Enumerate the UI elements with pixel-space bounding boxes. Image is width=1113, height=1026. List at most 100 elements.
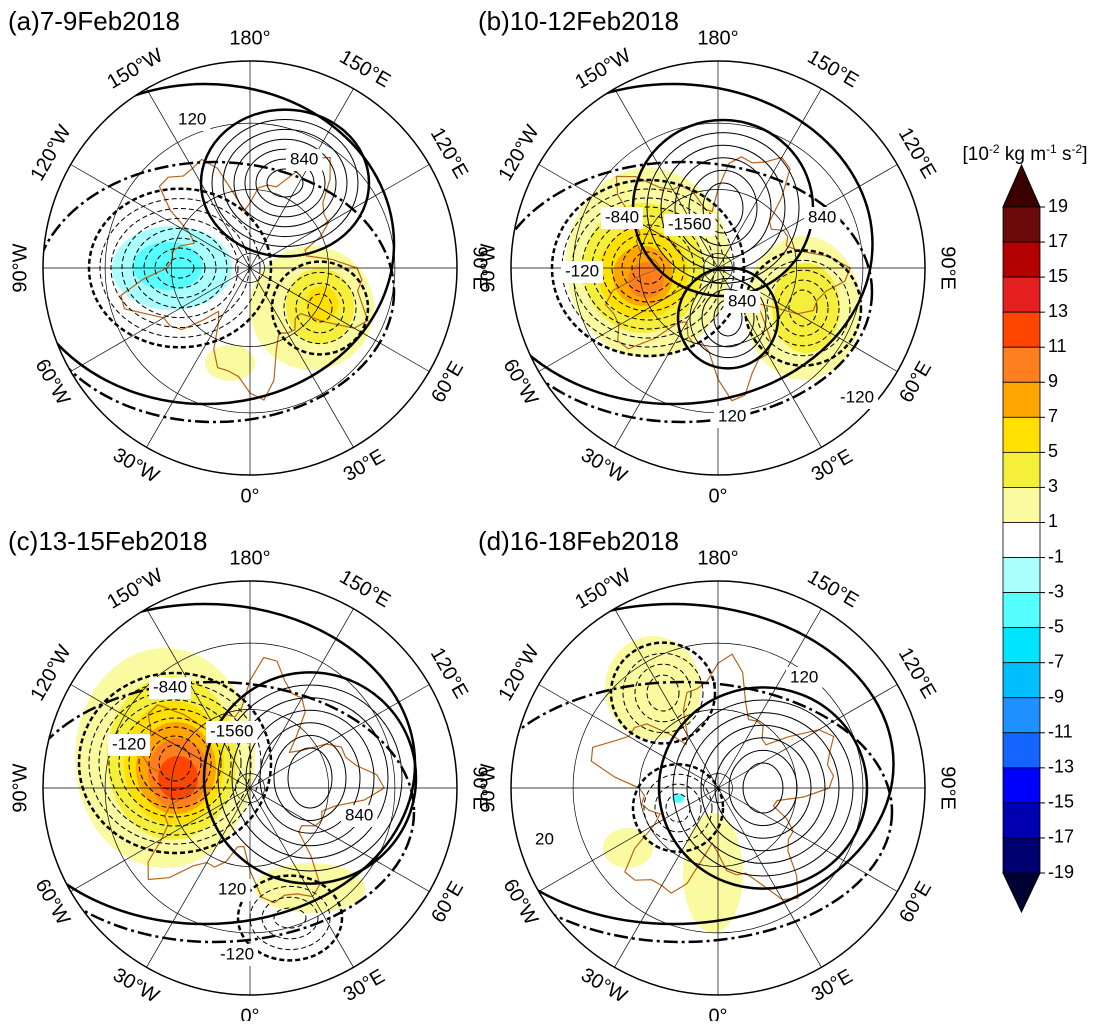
contour — [43, 160, 396, 424]
contour — [672, 699, 854, 877]
shading — [205, 345, 255, 381]
shading — [605, 636, 701, 740]
contour — [158, 744, 192, 782]
contour — [222, 128, 348, 238]
meridian — [614, 88, 719, 269]
colorbar-tick-label: -11 — [1048, 722, 1073, 742]
contour-label-bg — [149, 677, 192, 699]
longitude-label: 120°E — [426, 644, 472, 702]
meridian — [538, 787, 719, 892]
panel-title: (c)13-15Feb2018 — [8, 526, 207, 556]
longitude-label: 180° — [697, 27, 738, 49]
unit-part: kg m — [1000, 144, 1046, 165]
contour — [143, 237, 217, 299]
contour — [688, 169, 758, 247]
map-body — [43, 61, 457, 475]
contour — [634, 663, 692, 723]
colorbar-unit: [10-2 kg m-1 s-2] — [963, 142, 1088, 165]
longitude-label: 60°W — [30, 355, 74, 409]
map-panel: (b)10-12Feb2018180°150°E120°E90°E60°E30°… — [477, 6, 958, 507]
longitude-label: 120°E — [894, 644, 940, 702]
contour — [138, 726, 212, 800]
contour-label-bg — [108, 734, 151, 756]
contour-label: 120 — [790, 667, 818, 686]
colorbar-bin — [1002, 451, 1041, 488]
meridian — [249, 164, 430, 269]
shading — [683, 813, 743, 933]
contour — [581, 206, 715, 330]
longitude-label: 150°E — [804, 46, 862, 92]
shading — [158, 756, 198, 800]
contour — [511, 602, 895, 926]
contour — [511, 680, 894, 944]
contour — [233, 138, 337, 228]
colorbar-bin — [1002, 697, 1041, 734]
colorbar-bin — [1002, 837, 1041, 874]
unit-part: -2 — [1072, 142, 1083, 156]
longitude-label: 0° — [240, 485, 259, 507]
longitude-label: 60°W — [498, 355, 542, 409]
colorbar-tick-label: 15 — [1048, 266, 1068, 286]
meridian — [614, 787, 719, 968]
contour-label-bg — [286, 149, 323, 171]
longitude-label: 150°E — [336, 566, 394, 612]
contour — [654, 783, 702, 833]
colorbar-tick-label: -19 — [1048, 862, 1074, 882]
colorbar-tick-label: 11 — [1048, 336, 1067, 356]
meridian — [717, 608, 822, 789]
contour — [273, 734, 347, 822]
shading — [603, 828, 653, 868]
contour — [511, 82, 874, 406]
meridian — [717, 787, 898, 892]
longitude-label: 90°E — [469, 246, 491, 290]
colorbar-bin — [1002, 627, 1041, 664]
colorbar-tick-label: 13 — [1048, 301, 1068, 321]
contour — [77, 671, 273, 855]
contour-label: 840 — [728, 291, 756, 310]
contour — [660, 144, 786, 272]
longitude-label: 90°E — [469, 766, 491, 810]
contour-label-bg — [561, 261, 604, 283]
map-border — [42, 580, 458, 996]
unit-part: ] — [1082, 144, 1087, 165]
longitude-label: 0° — [708, 485, 727, 507]
contour-label: -1560 — [668, 214, 711, 233]
map-panel: (c)13-15Feb2018180°150°E120°E90°E60°E30°… — [8, 526, 491, 1026]
longitude-label: 120°E — [894, 124, 940, 182]
longitude-label: 30°W — [109, 964, 163, 1008]
contour-label-bg — [836, 387, 879, 409]
contour — [676, 266, 780, 370]
meridian — [614, 608, 719, 789]
colorbar-bin — [1002, 241, 1041, 278]
meridian — [146, 88, 251, 269]
colorbar-tick-label: -3 — [1048, 581, 1064, 601]
colorbar-tick-label: 17 — [1048, 231, 1068, 251]
map-body — [511, 581, 925, 995]
shading — [628, 262, 664, 298]
colorbar-tick-label: -1 — [1048, 546, 1064, 566]
contour — [646, 132, 800, 284]
colorbar-bin — [1002, 311, 1041, 348]
shading — [255, 863, 365, 913]
shading — [772, 263, 840, 353]
colorbar-tick-label: -5 — [1048, 616, 1064, 636]
contour — [511, 160, 874, 424]
contour — [217, 684, 403, 872]
map-body — [43, 581, 457, 995]
longitude-label: 30°W — [109, 444, 163, 488]
contour-label-bg — [174, 109, 211, 131]
colorbar-bin — [1002, 346, 1041, 383]
meridian — [538, 267, 719, 372]
unit-part: s — [1057, 144, 1072, 165]
longitude-label: 90°W — [9, 243, 31, 292]
colorbar-tick-label: 9 — [1048, 371, 1058, 391]
panel-title: (a)7-9Feb2018 — [8, 6, 180, 36]
contour — [295, 282, 345, 334]
contour-label: -840 — [153, 677, 187, 696]
map-border — [510, 580, 926, 996]
contour — [728, 749, 798, 827]
map-panel: (d)16-18Feb2018180°150°E120°E90°E60°E30°… — [477, 526, 958, 1026]
map-border — [42, 60, 458, 476]
longitude-label: 150°W — [104, 564, 167, 613]
contour — [621, 242, 675, 294]
